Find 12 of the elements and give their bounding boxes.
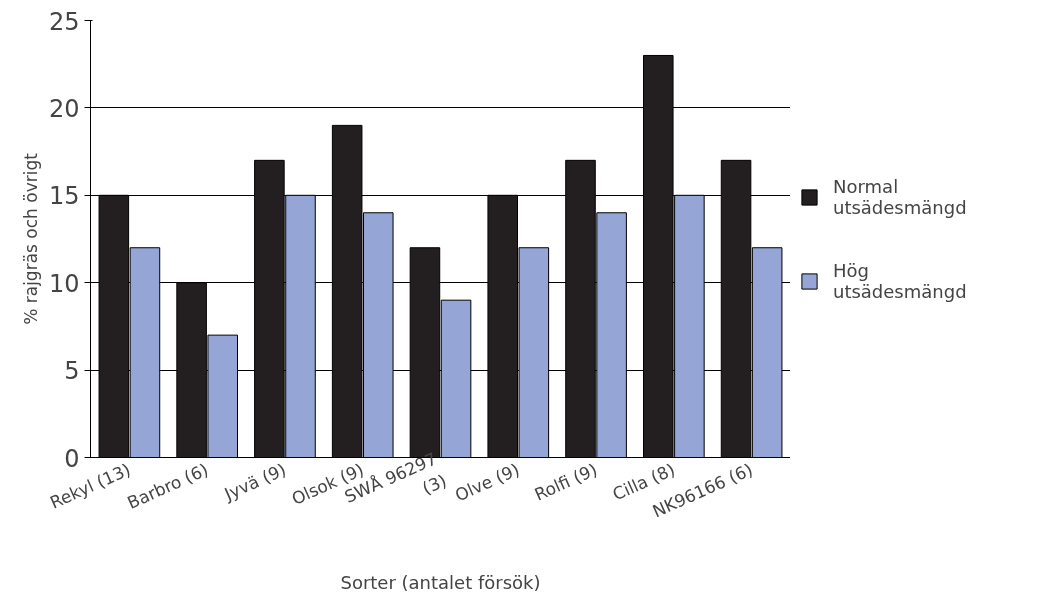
y-tick-label: 15 [48, 182, 80, 211]
y-tick-label: 5 [64, 357, 80, 386]
x-tick-label: Rolfi (9) [531, 459, 601, 505]
y-tick-label: 10 [48, 269, 80, 298]
x-tick-label: Olve (9) [452, 459, 523, 506]
legend-label: Normal utsädesmängd [833, 174, 967, 219]
legend-label: Hög utsädesmängd [833, 258, 967, 303]
y-axis-title: % rajgräs och övrigt [20, 152, 41, 325]
x-axis-title: Sorter (antalet försök) [340, 571, 541, 593]
y-tick-label: 20 [48, 94, 80, 123]
y-tick-label: 0 [64, 444, 80, 473]
y-tick-label: 25 [48, 7, 80, 36]
